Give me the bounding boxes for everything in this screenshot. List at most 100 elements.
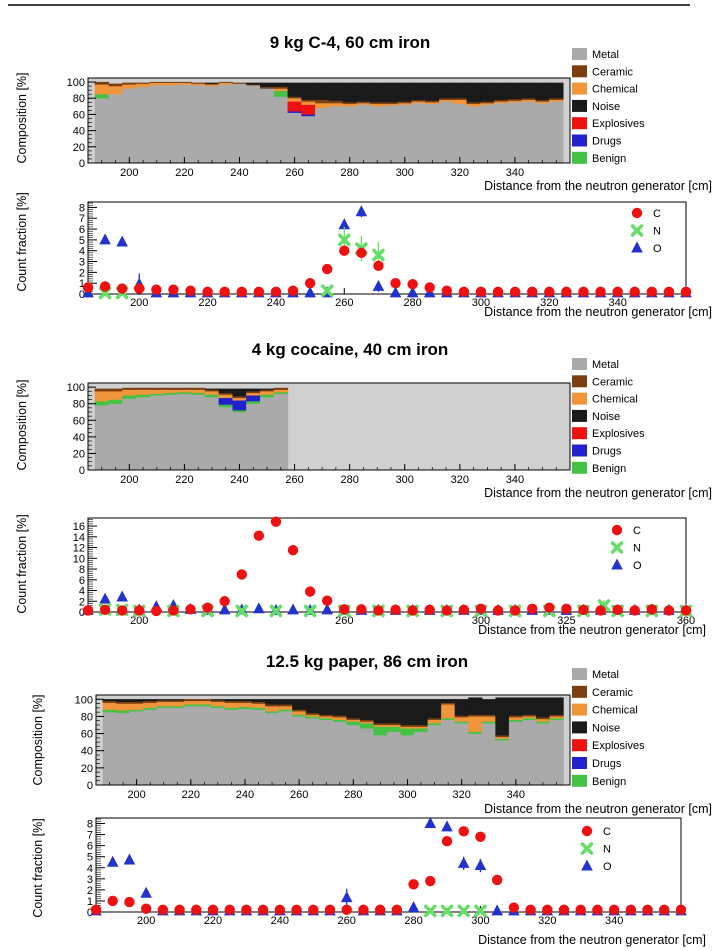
ceramic-bar (427, 717, 442, 721)
metal-bar (480, 104, 495, 164)
panel-2-counts-legend: CNO (610, 524, 642, 572)
panel-2-composition-chart: 0 20 40 60 80 100 200 220 240 260 280 300 320 340 (67, 382, 571, 486)
point-c (441, 836, 453, 847)
point-c (646, 604, 658, 615)
noise-bar (305, 699, 320, 714)
metal-bar (259, 396, 275, 471)
legend-swatch-noise (572, 721, 587, 734)
ceramic-bar (397, 101, 413, 104)
ceramic-bar (177, 387, 192, 390)
y-tick-label: 60 (73, 109, 85, 121)
point-c (174, 904, 185, 915)
panel-1-composition-legend: Metal Ceramic Chemical Noise Explosives Drugs… (572, 48, 645, 165)
drugs-bar (301, 114, 316, 117)
plot-frame (87, 382, 571, 471)
ceramic-bar (387, 723, 402, 726)
ceramic-bar (238, 700, 253, 703)
noise-bar (425, 82, 440, 101)
x-tick-label: 280 (404, 915, 422, 927)
benign-bar (278, 709, 293, 712)
x-tick-label: 300 (472, 297, 490, 309)
metal-bar (246, 403, 261, 471)
ceramic-bar (232, 82, 247, 84)
point-c (107, 895, 118, 907)
metal-bar (273, 393, 289, 471)
noise-bar (224, 699, 239, 702)
benign-bar (94, 94, 110, 99)
noise-bar (454, 699, 469, 716)
legend-swatch-drugs (572, 134, 587, 147)
metal-bar (332, 721, 347, 786)
noise-bar (204, 82, 220, 84)
metal-bar (94, 405, 110, 471)
chemical-bar (549, 99, 564, 102)
chemical-bar (122, 84, 137, 89)
legend-swatch-benign (572, 774, 587, 787)
point-o (441, 820, 453, 832)
point-n (320, 284, 334, 298)
y-tick-label: 40 (81, 746, 93, 758)
chemical-bar (163, 82, 178, 86)
metal-bar (521, 101, 537, 164)
chemical-bar (265, 705, 280, 712)
x-tick-label: 220 (204, 915, 222, 927)
ceramic-bar (549, 98, 564, 101)
point-c (612, 604, 623, 616)
point-c (663, 286, 675, 298)
legend-marker-o (631, 241, 643, 253)
x-tick-label: 320 (451, 167, 469, 179)
point-c (358, 904, 369, 915)
metal-bar (301, 115, 316, 164)
legend-label-ceramic: Ceramic (592, 66, 633, 78)
noise-bar (356, 82, 371, 102)
benign-bar (414, 728, 429, 733)
metal-bar (238, 708, 253, 786)
ceramic-bar (383, 102, 399, 105)
noise-bar (481, 699, 496, 715)
chemical-bar (108, 391, 123, 400)
point-c (458, 826, 469, 837)
noise-bar (301, 82, 316, 101)
metal-bar (273, 96, 289, 164)
y-tick-label: 5 (87, 852, 93, 864)
metal-bar (356, 104, 371, 164)
y-tick-label: 0 (87, 780, 93, 792)
ceramic-bar (414, 724, 429, 727)
x-tick-label: 200 (127, 789, 145, 801)
noise-bar (292, 699, 307, 710)
point-c (544, 602, 555, 613)
ceramic-bar (251, 701, 266, 704)
legend-label-n: N (633, 543, 641, 555)
ceramic-bar (370, 102, 385, 105)
point-c (629, 286, 640, 298)
ceramic-bar (116, 701, 131, 704)
point-c (151, 284, 162, 295)
panel-3-counts-ylabel: Count fraction [%] (31, 818, 45, 917)
point-c (475, 286, 487, 298)
metal-bar (305, 717, 320, 786)
point-c (356, 247, 367, 259)
noise-bar (411, 82, 426, 101)
plot-frame (87, 517, 687, 613)
y-tick-label: 100 (67, 77, 85, 89)
ceramic-bar (136, 387, 151, 390)
benign-bar (156, 705, 171, 709)
point-c (339, 245, 350, 256)
ceramic-bar (163, 387, 178, 390)
metal-bar (342, 106, 357, 164)
metal-bar (481, 723, 496, 786)
chemical-bar (373, 724, 388, 727)
chemical-bar (425, 102, 440, 105)
ceramic-bar (549, 714, 564, 717)
benign-bar (319, 717, 334, 721)
plot-frame (95, 694, 571, 786)
point-c (224, 904, 235, 915)
chemical-bar (494, 101, 509, 104)
metal-bar (387, 731, 402, 786)
metal-bar (177, 393, 192, 471)
point-o (407, 901, 420, 913)
metal-bar (108, 94, 123, 164)
benign-bar (94, 401, 110, 406)
ceramic-bar (183, 699, 199, 702)
noise-bar (346, 699, 361, 719)
